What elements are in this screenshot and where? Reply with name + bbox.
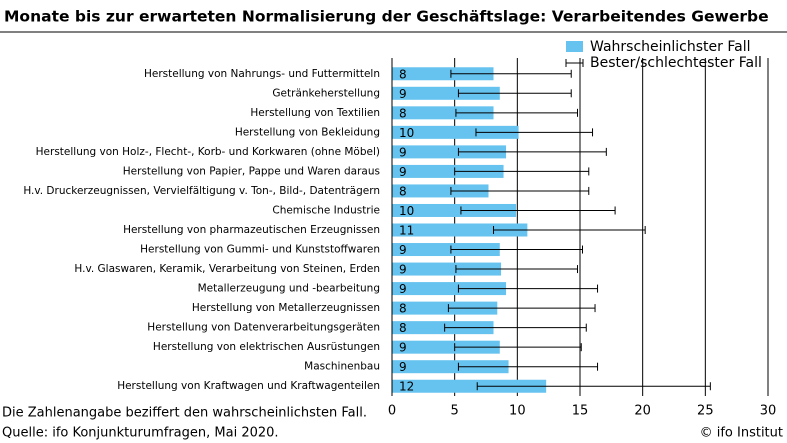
value-label: 11: [399, 224, 414, 238]
bar: [392, 125, 519, 139]
error-bar: [444, 323, 587, 332]
value-label: 9: [399, 145, 407, 159]
bar: [392, 145, 507, 159]
value-label: 9: [399, 263, 407, 277]
error-bar: [476, 382, 711, 391]
bar: [392, 360, 509, 374]
value-label: 9: [399, 165, 407, 179]
error-bar: [450, 69, 572, 78]
error-bar: [450, 245, 584, 254]
note: Die Zahlenangabe beziffert den wahrschei…: [2, 406, 367, 421]
bar: [392, 301, 498, 315]
error-bar: [457, 89, 572, 98]
value-label: 8: [399, 106, 407, 120]
value-label: 9: [399, 87, 407, 101]
error-bar: [454, 343, 582, 352]
y-tick-label: Herstellung von Papier, Pappe und Waren …: [123, 165, 380, 177]
legend-label: Wahrscheinlichster Fall: [590, 39, 750, 55]
y-tick-label: Maschinenbau: [304, 361, 380, 373]
y-tick-label: Herstellung von Metallerzeugnissen: [192, 302, 380, 314]
bar: [392, 321, 494, 335]
value-label: 9: [399, 341, 407, 355]
y-tick-label: Herstellung von Textilien: [250, 107, 380, 119]
bar: [392, 262, 502, 276]
y-tick-label: Herstellung von Nahrungs- und Futtermitt…: [144, 68, 380, 80]
value-label: 9: [399, 243, 407, 257]
x-tick-label: 15: [572, 404, 589, 419]
error-bar: [454, 167, 590, 176]
bar: [392, 106, 494, 120]
bar: [392, 340, 500, 354]
value-label: 10: [399, 126, 414, 140]
error-bar: [457, 147, 607, 156]
x-tick-label: 30: [760, 404, 777, 419]
x-tick-label: 0: [388, 404, 396, 419]
legend-swatch: [566, 41, 583, 52]
source: Quelle: ifo Konjunkturumfragen, Mai 2020…: [2, 426, 279, 441]
error-bar: [475, 128, 594, 137]
bar: [392, 243, 500, 257]
value-label: 8: [399, 67, 407, 81]
bar: [392, 184, 489, 198]
bar: [392, 67, 494, 81]
bar: [392, 164, 504, 178]
y-tick-label: Herstellung von elektrischen Ausrüstunge…: [153, 341, 380, 353]
error-bar: [457, 362, 599, 371]
error-bar: [457, 284, 599, 293]
error-bar: [447, 304, 596, 313]
y-tick-label: Metallerzeugung und -bearbeitung: [198, 283, 380, 295]
value-label: 12: [399, 380, 414, 394]
credit: © ifo Institut: [700, 426, 783, 441]
y-tick-label: Herstellung von Bekleidung: [235, 126, 380, 138]
bar: [392, 86, 500, 100]
bar: [392, 282, 507, 296]
y-tick-label: Getränkeherstellung: [272, 87, 380, 99]
value-label: 9: [399, 282, 407, 296]
y-tick-label: Herstellung von Holz-, Flecht-, Korb- un…: [36, 146, 380, 158]
y-tick-label: H.v. Glaswaren, Keramik, Verarbeitung vo…: [74, 263, 380, 275]
x-tick-label: 5: [451, 404, 459, 419]
bar: [392, 203, 517, 217]
y-tick-label: Herstellung von Gummi- und Kunststoffwar…: [140, 244, 380, 256]
value-label: 10: [399, 204, 414, 218]
value-label: 9: [399, 360, 407, 374]
value-label: 8: [399, 184, 407, 198]
y-tick-label: H.v. Druckerzeugnissen, Vervielfältigung…: [23, 185, 380, 197]
y-tick-label: Chemische Industrie: [272, 204, 380, 216]
error-bar: [455, 108, 578, 117]
error-bar: [450, 186, 590, 195]
chart-title: Monate bis zur erwarteten Normalisierung…: [4, 8, 769, 26]
value-label: 8: [399, 321, 407, 335]
bar: [392, 379, 547, 393]
error-bar: [493, 226, 646, 234]
value-label: 8: [399, 302, 407, 316]
x-tick-label: 20: [634, 404, 651, 419]
error-bar: [460, 206, 616, 215]
x-tick-label: 10: [509, 404, 526, 419]
error-bar: [455, 265, 578, 274]
y-tick-label: Herstellung von Kraftwagen und Kraftwage…: [117, 380, 380, 392]
legend-label: Bester/schlechtester Fall: [590, 55, 762, 71]
y-tick-label: Herstellung von Datenverarbeitungsgeräte…: [147, 322, 380, 334]
x-tick-label: 25: [697, 404, 714, 419]
y-tick-label: Herstellung von pharmazeutischen Erzeugn…: [123, 224, 380, 236]
